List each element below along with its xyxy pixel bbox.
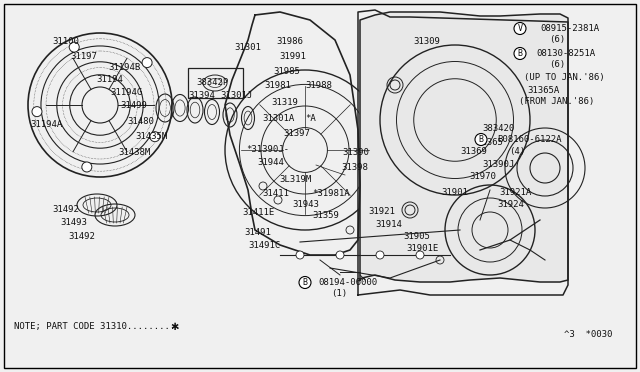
Text: 31194B: 31194B [108,63,140,72]
Text: 31301J: 31301J [220,91,252,100]
Text: 31411E: 31411E [242,208,275,217]
Text: 31359: 31359 [312,211,339,220]
Circle shape [416,251,424,259]
Text: 31499: 31499 [120,101,147,110]
Text: 08915-2381A: 08915-2381A [540,24,599,33]
Circle shape [69,42,79,52]
Text: B: B [303,278,307,287]
Text: 31365A: 31365A [527,86,559,95]
Text: 31435M: 31435M [135,132,167,141]
Circle shape [82,162,92,172]
Text: 31369: 31369 [460,147,487,156]
Text: (UP TO JAN.'86): (UP TO JAN.'86) [524,73,605,82]
Circle shape [296,251,304,259]
Text: 31301A: 31301A [262,114,294,123]
Text: 31301: 31301 [234,43,261,52]
Text: 38342P: 38342P [196,78,228,87]
Text: *31390J-: *31390J- [246,145,289,154]
Circle shape [336,251,344,259]
Text: B: B [479,135,483,144]
Text: 31390: 31390 [342,148,369,157]
Bar [188,68,243,98]
Text: 31905: 31905 [403,232,430,241]
Text: 31988: 31988 [305,81,332,90]
Text: (FROM JAN.'86): (FROM JAN.'86) [519,97,595,106]
Text: 31319: 31319 [271,98,298,107]
Text: 31390J: 31390J [482,160,515,169]
Text: B08160-6122A: B08160-6122A [497,135,561,144]
Text: 31914: 31914 [375,220,402,229]
Text: 08130-8251A: 08130-8251A [536,49,595,58]
Text: 31991: 31991 [279,52,306,61]
Text: 31944: 31944 [257,158,284,167]
Text: (6): (6) [549,35,565,44]
Text: V: V [518,24,522,33]
Text: 31100: 31100 [52,37,79,46]
Text: 31921: 31921 [368,207,395,216]
Text: 31309: 31309 [413,37,440,46]
Text: 31970: 31970 [469,172,496,181]
Text: 31411: 31411 [262,189,289,198]
Text: 31943: 31943 [292,200,319,209]
Text: 31194G: 31194G [110,88,142,97]
Circle shape [150,132,160,142]
Text: 31985: 31985 [273,67,300,76]
Text: NOTE; PART CODE 31310..........: NOTE; PART CODE 31310.......... [14,322,180,331]
Text: 31194: 31194 [96,75,123,84]
Circle shape [376,251,384,259]
Text: 383420: 383420 [482,124,515,133]
Text: (1): (1) [331,289,347,298]
Text: ✱: ✱ [170,322,178,332]
Text: 31197: 31197 [70,52,97,61]
Text: (4): (4) [509,147,525,156]
Text: 31491C: 31491C [248,241,280,250]
Text: 31394: 31394 [188,91,215,100]
Text: 31365: 31365 [476,138,503,147]
Text: 31492: 31492 [68,232,95,241]
Text: ^3  *0030: ^3 *0030 [564,330,612,339]
Text: 08194-06000: 08194-06000 [318,278,377,287]
Text: 31981: 31981 [264,81,291,90]
Text: 31986: 31986 [276,37,303,46]
Text: 3L319M: 3L319M [279,175,311,184]
Text: 31491: 31491 [244,228,271,237]
Circle shape [142,58,152,68]
Text: 31438M: 31438M [118,148,150,157]
Text: 31493: 31493 [60,218,87,227]
Text: 31398: 31398 [341,163,368,172]
Text: *A: *A [305,114,316,123]
Circle shape [32,107,42,117]
Polygon shape [360,12,568,282]
Text: 31921A: 31921A [499,188,531,197]
Text: 31397: 31397 [283,129,310,138]
Text: 31901: 31901 [441,188,468,197]
Text: (6): (6) [549,60,565,69]
Text: 31492: 31492 [52,205,79,214]
Text: B: B [518,49,522,58]
Text: 31480: 31480 [127,117,154,126]
Text: 31901E: 31901E [406,244,438,253]
Text: *31981A: *31981A [312,189,349,198]
Text: 31194A: 31194A [30,120,62,129]
Text: 31924: 31924 [497,200,524,209]
